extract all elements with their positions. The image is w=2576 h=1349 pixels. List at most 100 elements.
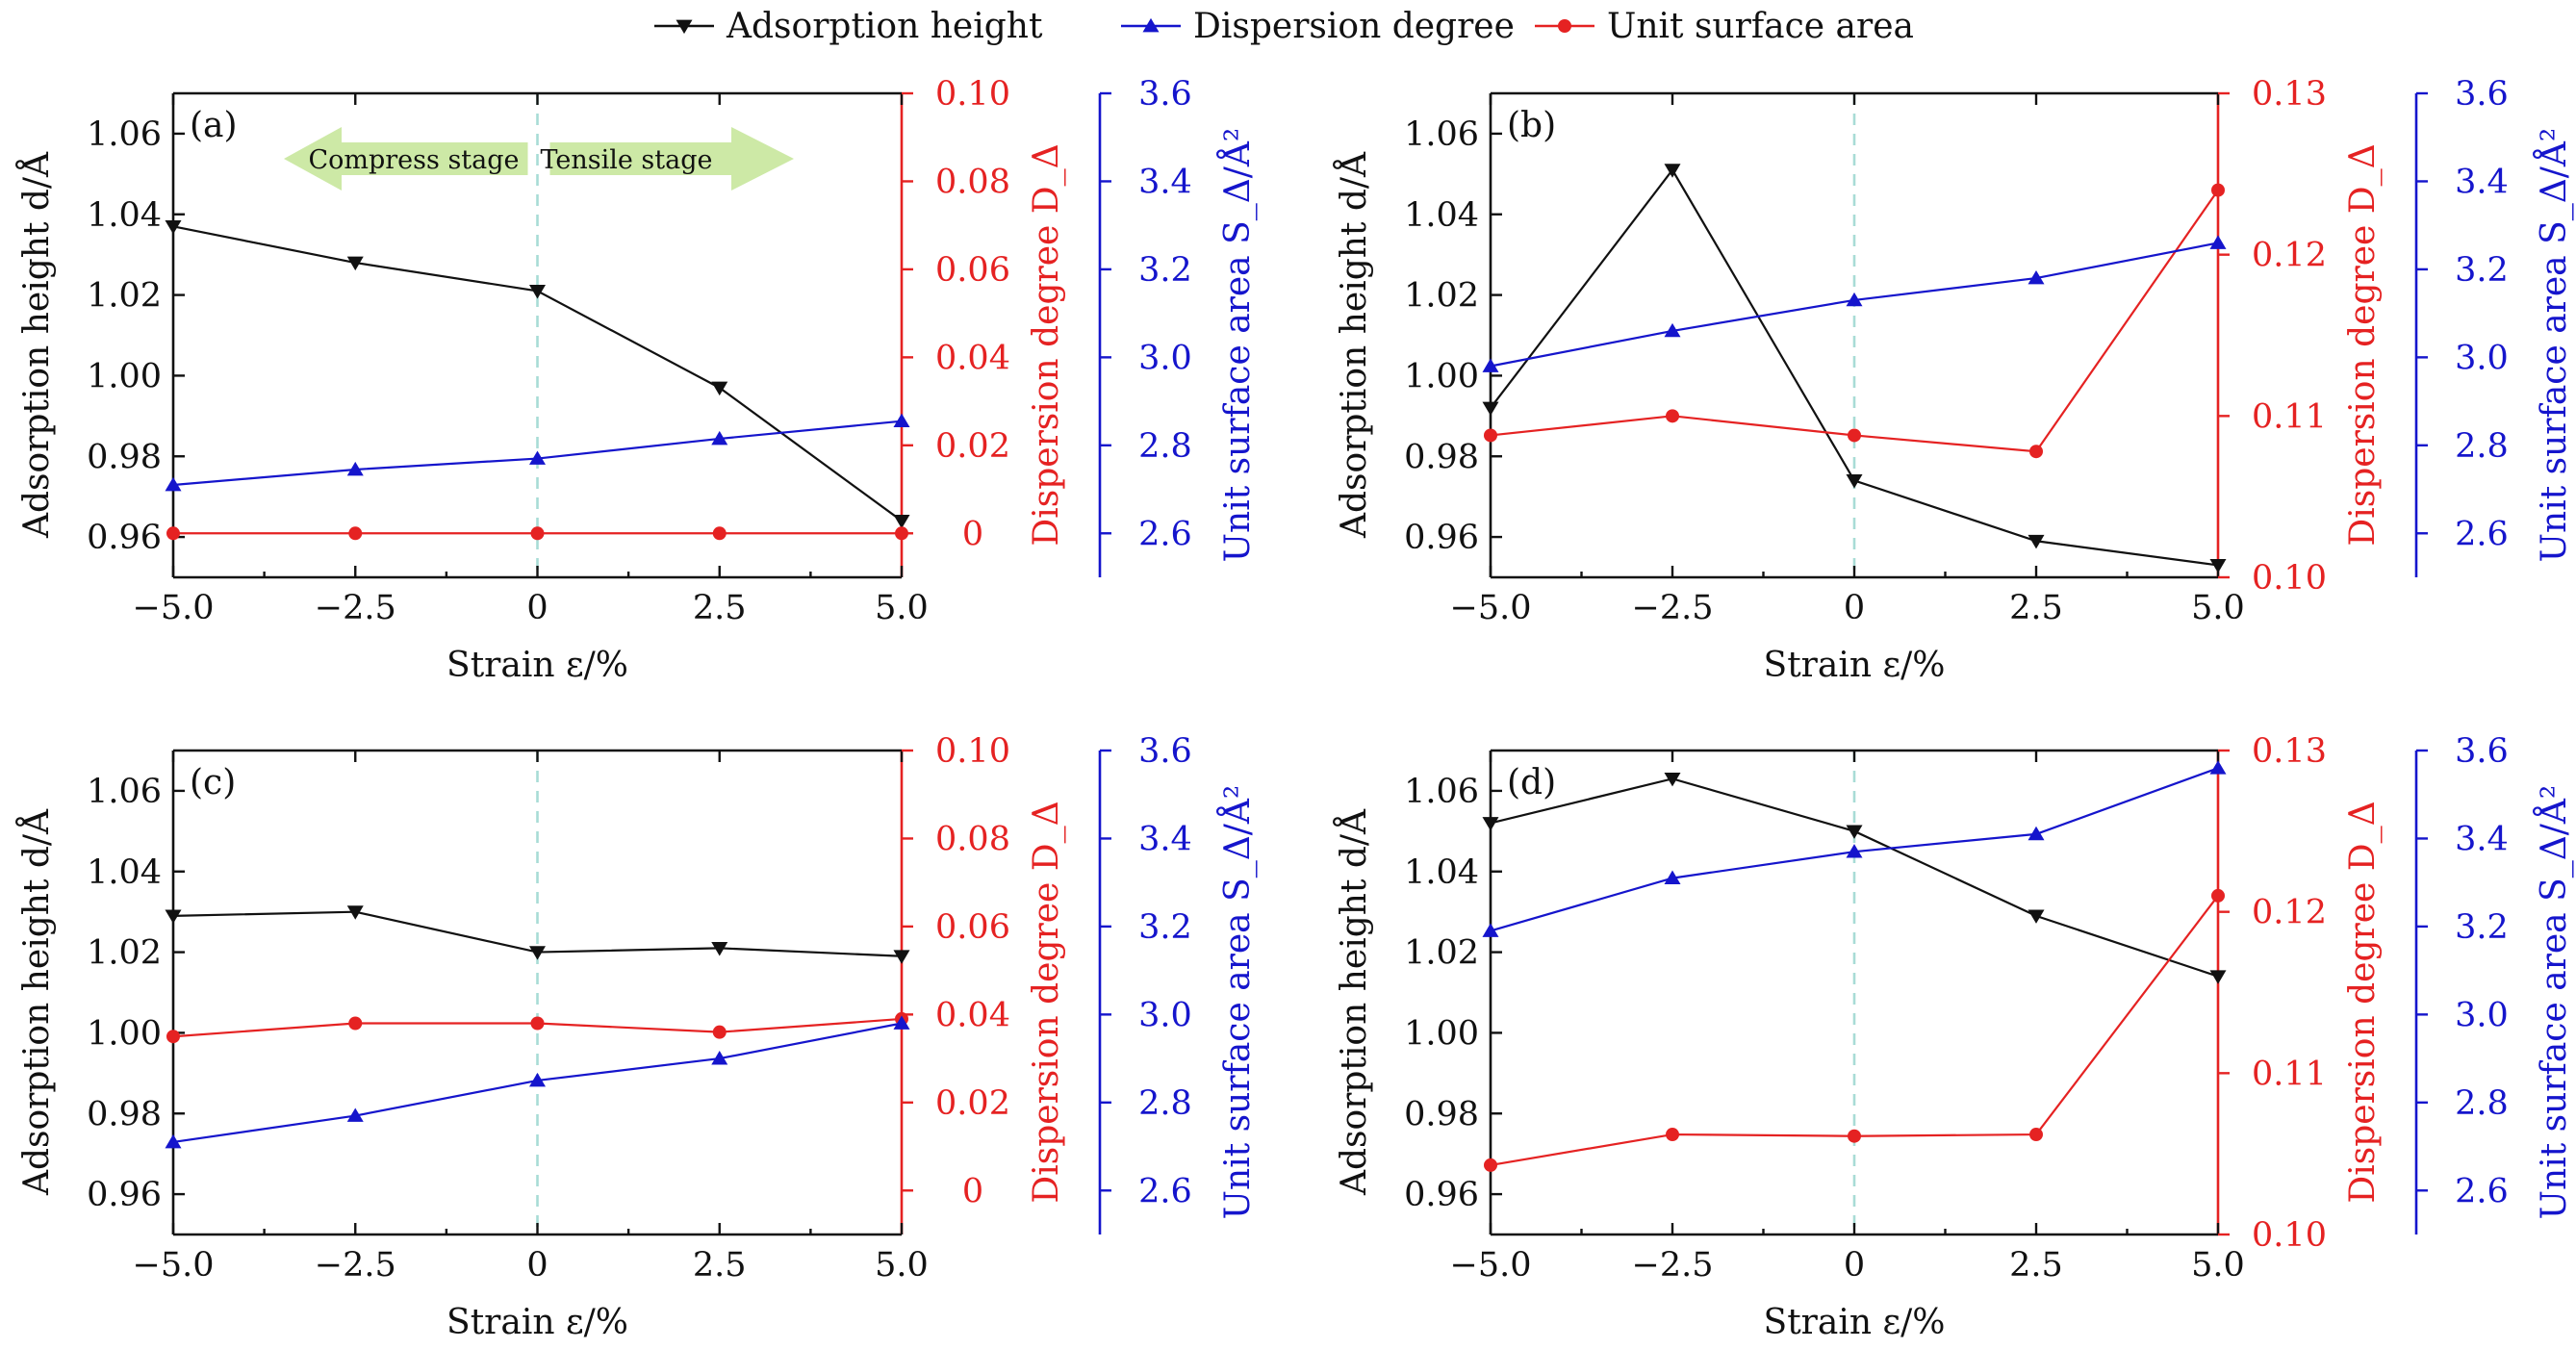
panel-label: (d) — [1507, 763, 1556, 802]
D-tick-label: 0.04 — [935, 339, 1010, 377]
x-tick-label: 2.5 — [2009, 1246, 2063, 1285]
x-tick-label: −2.5 — [315, 1246, 396, 1285]
S-tick-label: 3.6 — [2455, 75, 2509, 114]
surface-point — [711, 430, 728, 445]
dispersion-series — [166, 526, 908, 541]
S-tick-label: 3.2 — [2455, 251, 2509, 290]
dispersion-series — [1484, 888, 2225, 1172]
x-axis-title: Strain ε/% — [446, 646, 628, 685]
x-axis-title: Strain ε/% — [1764, 646, 1946, 685]
x-tick-label: −2.5 — [315, 589, 396, 627]
adsorption-point — [711, 381, 728, 396]
D-tick-label: 0.10 — [2252, 1216, 2327, 1255]
S-tick-label: 2.6 — [1138, 515, 1192, 553]
d-tick-label: 1.06 — [1404, 115, 1479, 154]
x-tick-label: −2.5 — [1632, 1246, 1714, 1285]
S-tick-label: 3.6 — [2455, 732, 2509, 771]
adsorption-point — [2028, 534, 2045, 549]
left-axis-title: Adsorption height d/Å — [16, 151, 57, 539]
legend-item-S: Dispersion degree — [1121, 7, 1515, 46]
D-tick-label: 0.02 — [935, 1084, 1010, 1123]
dispersion-point — [1666, 1128, 1679, 1142]
dispersion-point — [530, 1016, 545, 1031]
panel-label: (c) — [190, 763, 236, 802]
x-axis-title: Strain ε/% — [446, 1303, 628, 1342]
surface-axis-title: Unit surface area S_Δ/Å² — [1217, 128, 1258, 563]
adsorption-point — [2209, 970, 2227, 984]
dispersion-point — [1848, 1129, 1861, 1143]
D-tick-label: 0.08 — [935, 820, 1010, 858]
x-tick-label: 5.0 — [2191, 589, 2245, 627]
adsorption-series — [165, 905, 910, 964]
S-tick-label: 3.2 — [1138, 251, 1192, 290]
surface-point — [529, 1072, 546, 1087]
dispersion-point — [2211, 183, 2225, 197]
S-tick-label: 2.8 — [1138, 427, 1192, 466]
x-tick-label: 0 — [526, 1246, 548, 1285]
D-tick-label: 0.08 — [935, 163, 1010, 201]
adsorption-point — [1482, 401, 1499, 417]
d-tick-label: 1.06 — [87, 115, 162, 154]
surface-point — [165, 1133, 182, 1149]
dispersion-point — [2029, 445, 2043, 459]
S-tick-label: 3.2 — [2455, 908, 2509, 947]
legend-label-d: Adsorption height — [726, 7, 1043, 46]
D-tick-label: 0.11 — [2252, 1055, 2327, 1093]
d-tick-label: 1.00 — [87, 357, 162, 395]
adsorption-point — [2209, 559, 2227, 573]
d-tick-label: 0.98 — [1404, 1095, 1479, 1133]
surface-point — [346, 1107, 364, 1122]
dispersion-axis-title: Dispersion degree D_Δ — [1027, 801, 1066, 1203]
adsorption-point — [165, 909, 182, 924]
tensile-arrow — [549, 127, 794, 191]
d-tick-label: 1.04 — [87, 196, 162, 235]
adsorption-point — [1846, 474, 1863, 489]
x-tick-label: 2.5 — [693, 1246, 747, 1285]
surface-series — [1482, 235, 2227, 372]
surface-point — [2209, 235, 2227, 249]
adsorption-point — [2028, 909, 2045, 924]
dispersion-point — [2211, 888, 2225, 903]
d-tick-label: 1.06 — [1404, 773, 1479, 811]
d-tick-label: 0.96 — [1404, 519, 1479, 557]
left-axis-title: Adsorption height d/Å — [16, 808, 57, 1196]
x-tick-label: −5.0 — [133, 1246, 215, 1285]
adsorption-point — [529, 285, 546, 299]
legend-item-d: Adsorption height — [654, 7, 1043, 46]
adsorption-point — [529, 946, 546, 960]
legend-item-D: Unit surface area — [1535, 7, 1914, 46]
surface-point — [2209, 760, 2227, 775]
surface-point — [1846, 844, 1863, 858]
surface-point — [1482, 358, 1499, 372]
dispersion-point — [530, 526, 545, 541]
compress-arrow — [284, 127, 528, 191]
surface-point — [529, 450, 546, 465]
x-tick-label: 2.5 — [2009, 589, 2063, 627]
adsorption-point — [711, 942, 728, 956]
dispersion-point — [1848, 428, 1861, 443]
d-tick-label: 0.98 — [87, 1095, 162, 1133]
S-tick-label: 2.8 — [2455, 1084, 2509, 1123]
surface-axis-title: Unit surface area S_Δ/Å² — [2534, 128, 2574, 563]
dispersion-point — [712, 1025, 727, 1039]
S-tick-label: 2.6 — [1138, 1172, 1192, 1210]
D-tick-label: 0.10 — [2252, 559, 2327, 598]
d-tick-label: 1.00 — [1404, 1014, 1479, 1053]
legend-label-S: Dispersion degree — [1193, 7, 1515, 46]
D-tick-label: 0.10 — [935, 75, 1010, 114]
legend: Adsorption height Dispersion degree Unit s… — [654, 7, 1914, 46]
surface-axis-title: Unit surface area S_Δ/Å² — [2534, 785, 2574, 1220]
D-tick-label: 0.04 — [935, 996, 1010, 1034]
dispersion-point — [348, 1016, 363, 1031]
left-axis-title: Adsorption height d/Å — [1334, 808, 1374, 1196]
D-tick-label: 0.12 — [2252, 894, 2327, 932]
surface-series — [165, 1015, 910, 1149]
d-tick-label: 1.02 — [1404, 277, 1479, 316]
S-tick-label: 3.4 — [2455, 163, 2509, 201]
panels: Compress stage Tensile stage −5.0 −2.5 0 2.5 5… — [16, 75, 2574, 1342]
panel-label: (a) — [190, 106, 238, 145]
dispersion-point — [895, 526, 908, 541]
adsorption-point — [346, 905, 364, 920]
surface-point — [711, 1051, 728, 1065]
